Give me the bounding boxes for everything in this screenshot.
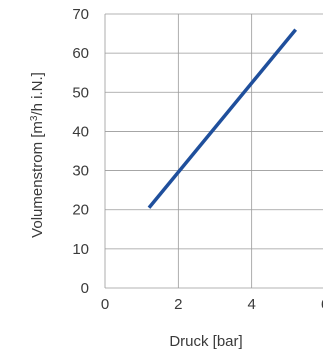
y-axis-label-superscript: 3 — [29, 115, 40, 121]
y-axis-label: Volumenstrom [m3/h i.N.] — [29, 72, 47, 238]
y-tick-label: 60 — [72, 45, 89, 62]
x-tick-label: 4 — [247, 296, 255, 313]
x-axis-label: Druck [bar] — [169, 333, 242, 350]
y-tick-label: 0 — [81, 280, 89, 297]
series-line-0 — [147, 28, 298, 209]
x-tick-label: 6 — [321, 296, 323, 313]
y-tick-label: 40 — [72, 123, 89, 140]
y-axis-label-main: Volumenstrom [m — [29, 121, 46, 238]
y-axis-label-unit: /h i.N.] — [29, 72, 46, 115]
x-tick-label: 0 — [101, 296, 109, 313]
y-tick-labels: 0 10 20 30 40 50 60 70 — [72, 6, 89, 297]
series — [147, 28, 298, 209]
y-tick-label: 10 — [72, 241, 89, 258]
y-tick-label: 30 — [72, 163, 89, 180]
y-tick-label: 20 — [72, 202, 89, 219]
x-tick-labels: 0 2 4 6 — [101, 296, 323, 313]
grid — [104, 13, 323, 289]
y-tick-label: 50 — [72, 84, 89, 101]
x-tick-label: 2 — [174, 296, 182, 313]
y-tick-label: 70 — [72, 6, 89, 23]
